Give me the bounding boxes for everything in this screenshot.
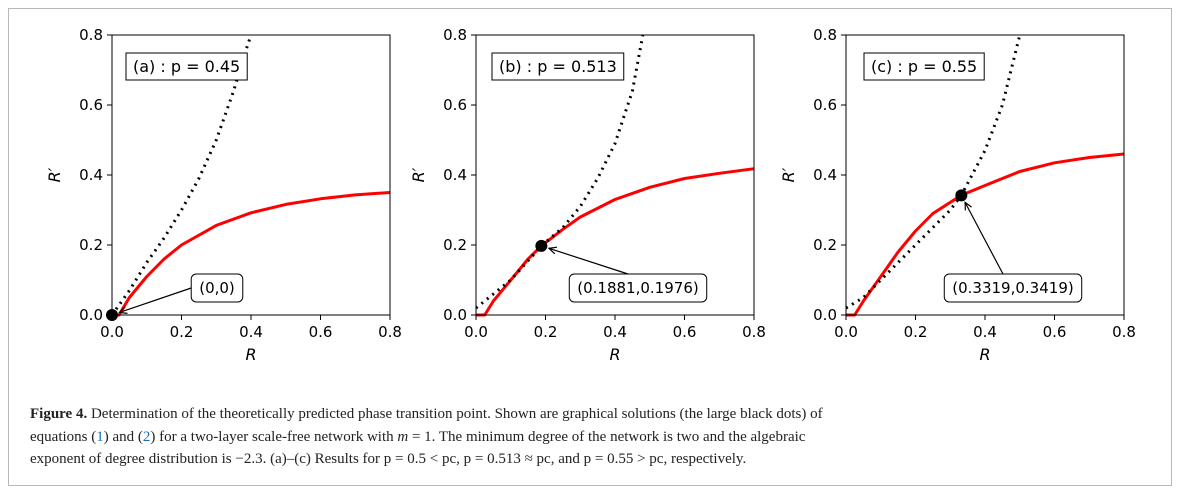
x-tick-label: 0.8 (742, 323, 766, 341)
solution-point (106, 309, 118, 321)
chart-panel-3: 0.0 0.2 0.4 0.6 0.8 0.0 0.2 0.4 0.6 0.8 R R′ (c) : p… (779, 26, 1136, 364)
x-tick-label: 0.6 (1043, 323, 1067, 341)
panel-label: (b) : p = 0.513 (499, 57, 617, 76)
solution-point (535, 239, 548, 252)
caption-text-2c: ) for a two-layer scale-free network wit… (150, 428, 398, 445)
y-tick-label: 0.6 (443, 96, 467, 114)
panel-label: (c) : p = 0.55 (871, 57, 977, 76)
annotation-arrowhead (547, 246, 557, 255)
caption-line-3: exponent of degree distribution is −2.3.… (30, 448, 1155, 471)
y-tick-label: 0.8 (813, 26, 837, 44)
y-axis-label: R′ (409, 167, 428, 182)
annotation-arrow (548, 247, 629, 275)
y-axis-label: R′ (45, 167, 64, 182)
red-curve (112, 191, 391, 317)
y-tick-label: 0.2 (79, 236, 103, 254)
annotation-arrowhead (964, 201, 972, 211)
y-tick-label: 0.2 (443, 236, 467, 254)
x-tick-label: 0.0 (834, 323, 858, 341)
solution-point (955, 189, 968, 202)
y-tick-label: 0.8 (79, 26, 103, 44)
point-label: (0.1881,0.1976) (577, 279, 698, 297)
caption-math-m: m (397, 428, 409, 445)
red-curve (476, 167, 755, 317)
point-label: (0,0) (199, 279, 235, 297)
y-tick-label: 0.4 (79, 166, 103, 184)
equation-ref-2[interactable]: 2 (142, 428, 151, 445)
x-tick-label: 0.4 (603, 323, 627, 341)
y-tick-label: 0.0 (813, 306, 837, 324)
caption-line-1: Figure 4. Determination of the theoretic… (30, 403, 1155, 426)
red-curve (846, 152, 1125, 317)
annotation-arrowhead (118, 306, 128, 314)
point-label-box (568, 273, 708, 303)
dotted-curve (846, 34, 1022, 310)
x-tick-label: 0.2 (904, 323, 928, 341)
x-tick-label: 0.4 (239, 323, 263, 341)
panel-label-box (491, 52, 625, 81)
x-tick-label: 0.2 (170, 323, 194, 341)
y-tick-label: 0.0 (443, 306, 467, 324)
caption-text-3: exponent of degree distribution is −2.3.… (30, 451, 747, 467)
x-tick-label: 0.0 (100, 323, 124, 341)
annotation-arrow (964, 202, 1004, 275)
x-tick-label: 0.6 (309, 323, 333, 341)
x-tick-label: 0.2 (534, 323, 558, 341)
panel-label-box (863, 52, 985, 81)
caption-text-2a: equations ( (30, 428, 97, 445)
figure-plots: 0.0 0.2 0.4 0.6 0.8 0.0 0.2 0.4 0.6 0.8 R R′ (a) : p… (45, 26, 1136, 364)
x-axis-label: R (609, 345, 620, 364)
chart-panel-1: 0.0 0.2 0.4 0.6 0.8 0.0 0.2 0.4 0.6 0.8 R R′ (a) : p… (45, 26, 402, 364)
caption-line-2: equations (1) and (2) for a two-layer sc… (30, 426, 1155, 449)
x-tick-label: 0.4 (973, 323, 997, 341)
y-tick-label: 0.0 (79, 306, 103, 324)
figure-frame (8, 8, 1172, 486)
x-axis-label: R (245, 345, 256, 364)
y-tick-label: 0.6 (813, 96, 837, 114)
x-axis-label: R (979, 345, 990, 364)
x-tick-label: 0.6 (673, 323, 697, 341)
annotation-arrow (119, 287, 192, 313)
panel-label: (a) : p = 0.45 (133, 57, 240, 76)
x-tick-label: 0.0 (464, 323, 488, 341)
caption-figure-label: Figure 4. (30, 406, 88, 422)
y-axis-label: R′ (779, 167, 798, 182)
caption-text-1: Determination of the theoretically predi… (90, 406, 823, 422)
chart-panel-2: 0.0 0.2 0.4 0.6 0.8 0.0 0.2 0.4 0.6 0.8 R R′ (b) : p… (409, 26, 766, 364)
y-tick-label: 0.6 (79, 96, 103, 114)
y-tick-label: 0.4 (443, 166, 467, 184)
caption-text-2b: ) and ( (103, 428, 143, 445)
x-tick-label: 0.8 (378, 323, 402, 341)
point-label-box (943, 273, 1083, 303)
equation-ref-1[interactable]: 1 (96, 428, 104, 445)
caption-text-2d: = 1. The minimum degree of the network i… (408, 428, 806, 445)
y-tick-label: 0.4 (813, 166, 837, 184)
y-tick-label: 0.8 (443, 26, 467, 44)
panel-label-box (125, 52, 248, 81)
x-tick-label: 0.8 (1112, 323, 1136, 341)
y-tick-label: 0.2 (813, 236, 837, 254)
figure-caption: Figure 4. Determination of the theoretic… (30, 403, 1155, 471)
point-label: (0.3319,0.3419) (952, 279, 1073, 297)
